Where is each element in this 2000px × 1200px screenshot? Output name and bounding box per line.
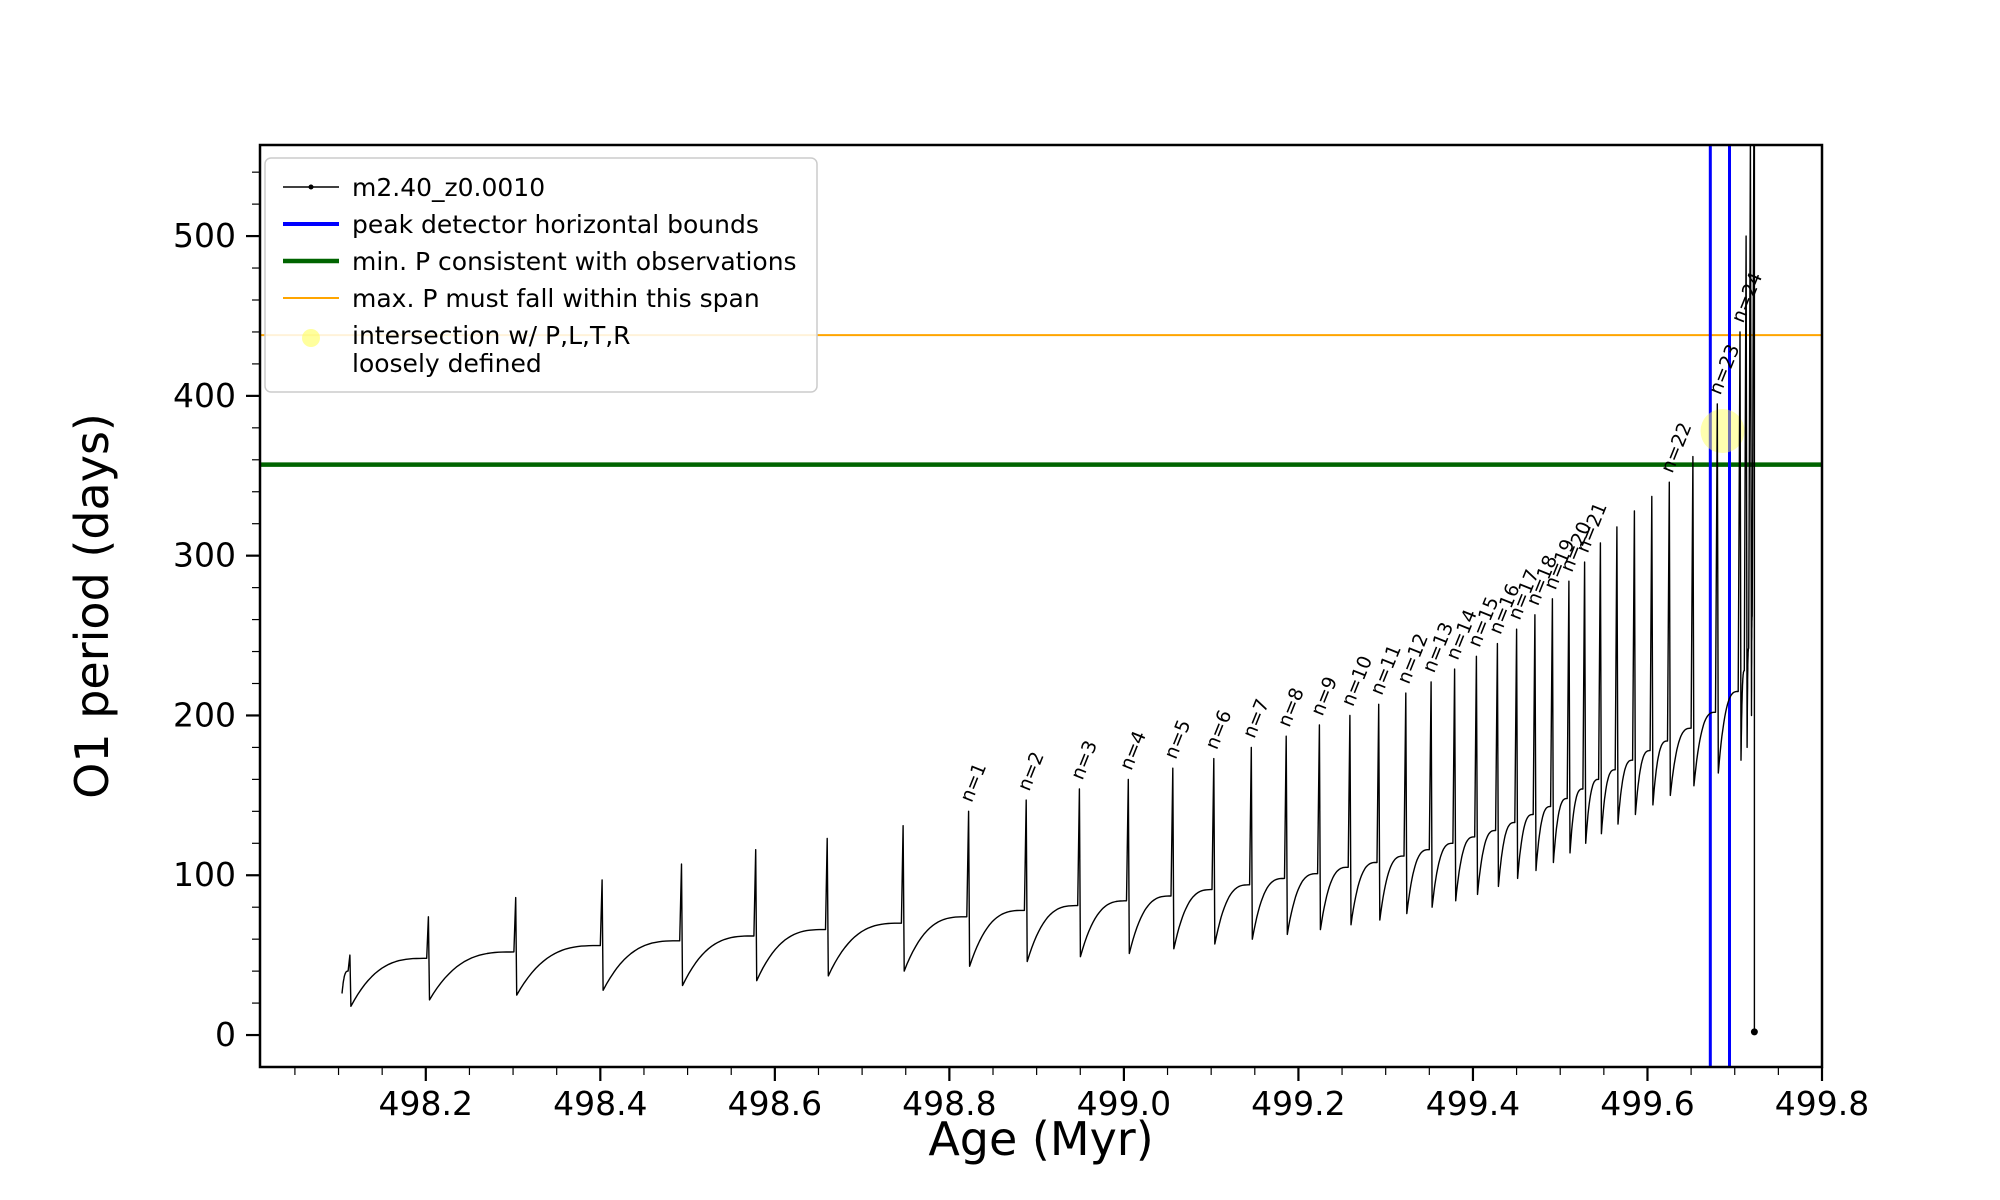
x-tick-label: 498.2: [379, 1084, 473, 1123]
legend-marker-swatch: [302, 329, 320, 347]
legend-box: [264, 157, 818, 393]
axis-tick-labels: 498.2 498.4 498.6 498.8 499.0 499.2 499.4 499.6…: [173, 216, 1869, 1123]
x-tick-label: 498.4: [553, 1084, 647, 1123]
period-evolution-curve: [341, 145, 1758, 1036]
x-tick-label: 498.6: [728, 1084, 822, 1123]
y-tick-label: 500: [173, 216, 236, 255]
peak-label-n-24: n=24: [1727, 269, 1767, 326]
legend-marker-dot: [308, 184, 314, 190]
x-tick-label: 499.0: [1077, 1084, 1171, 1123]
x-axis-label: Age (Myr): [928, 1112, 1153, 1166]
legend-entry-label: peak detector horizontal bounds: [352, 210, 759, 239]
x-tick-label: 499.6: [1600, 1084, 1694, 1123]
y-axis-label: O1 period (days): [65, 413, 119, 799]
axis-ticks: [246, 171, 1824, 1081]
peak-label-n-6: n=6: [1201, 707, 1236, 752]
x-tick-label: 499.2: [1251, 1084, 1345, 1123]
peak-label-n-2: n=2: [1013, 749, 1048, 794]
y-tick-label: 100: [173, 855, 236, 894]
final-data-point: [1750, 1028, 1758, 1036]
legend-entry-label: loosely defined: [352, 349, 542, 378]
peak-label-n-5: n=5: [1160, 717, 1195, 762]
y-tick-label: 300: [173, 536, 236, 575]
y-tick-label: 400: [173, 376, 236, 415]
peak-label-n-8: n=8: [1273, 685, 1308, 730]
y-tick-label: 200: [173, 695, 236, 734]
peak-label-n-9: n=9: [1307, 674, 1342, 719]
y-tick-label: 0: [215, 1015, 236, 1054]
legend-entry-label: min. P consistent with observations: [352, 247, 797, 276]
peak-label-n-1: n=1: [956, 760, 991, 805]
x-tick-label: 499.8: [1775, 1084, 1869, 1123]
legend-entry-label: max. P must fall within this span: [352, 284, 760, 313]
intersection-dot: [1700, 409, 1745, 454]
stellar-model-line: [341, 145, 1756, 1035]
peak-label-n-7: n=7: [1239, 696, 1274, 741]
x-tick-label: 499.4: [1426, 1084, 1520, 1123]
intersection-marker: [1700, 409, 1745, 454]
peak-label-n-4: n=4: [1116, 728, 1151, 773]
plot-border: [258, 143, 1824, 1069]
pulse-number-labels: n=1 n=2 n=3 n=4 n=5 n=6 n=7 n=8n=9n=10n=11n=12n…: [956, 269, 1767, 805]
x-tick-label: 498.8: [902, 1084, 996, 1123]
peak-label-n-3: n=3: [1067, 737, 1102, 782]
legend-entry-label: m2.40_z0.0010: [352, 173, 545, 202]
axes-frame: [258, 143, 1824, 1069]
peak-label-n-22: n=22: [1657, 419, 1697, 476]
legend-entry-label: intersection w/ P,L,T,R: [352, 321, 631, 350]
